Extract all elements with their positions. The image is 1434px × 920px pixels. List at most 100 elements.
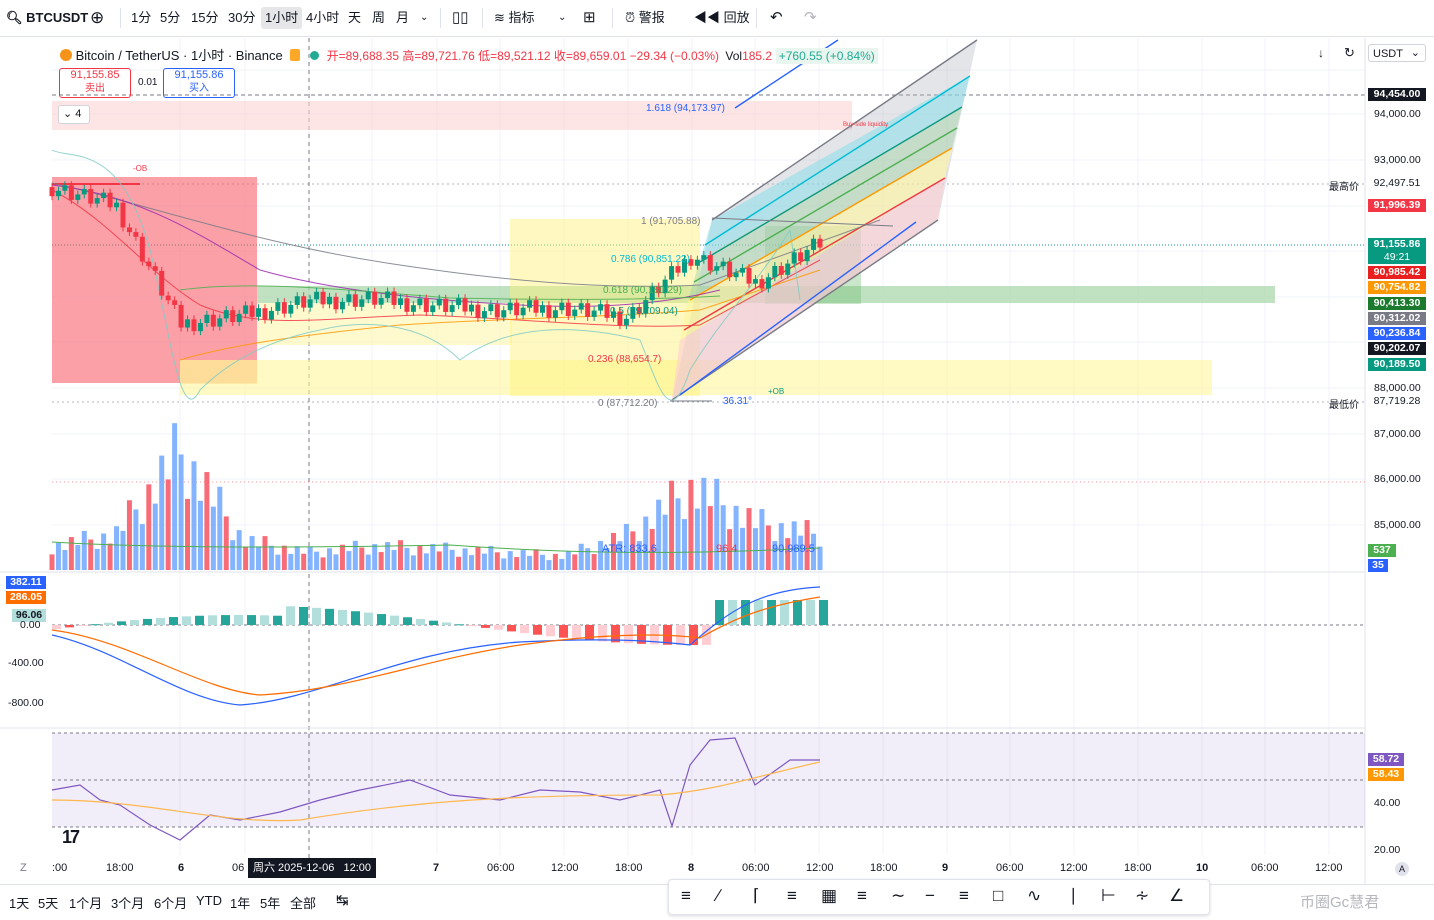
symbol-search[interactable]: 🔍︎ BTCUSDT	[6, 7, 88, 29]
volume-bar	[656, 499, 662, 570]
interval-15m[interactable]: 15分	[191, 10, 219, 25]
range-1d[interactable]: 1天	[9, 896, 30, 911]
pattern-icon[interactable]: ▦	[821, 886, 838, 905]
interval-30m[interactable]: 30分	[228, 10, 256, 25]
line-tool-icon[interactable]: ∕	[717, 886, 720, 905]
undo-icon[interactable]: ↶	[770, 9, 783, 26]
candle	[223, 310, 229, 319]
volume-bar	[75, 545, 81, 570]
measure-icon[interactable]: ∠	[1169, 886, 1185, 905]
indicator-collapse-button[interactable]: ⌄ 4	[58, 105, 90, 124]
status-dot-icon	[310, 51, 319, 60]
zoom-icon[interactable]: Z	[20, 862, 27, 874]
add-symbol-icon[interactable]: ⊕	[90, 8, 105, 27]
range-1m[interactable]: 1个月	[69, 896, 103, 911]
chevron-down-icon[interactable]: ⌄	[420, 12, 429, 23]
histogram-tag: 96.06	[12, 609, 46, 622]
buy-button[interactable]: 91,155.86 买入	[163, 68, 235, 98]
liquidity-zone	[52, 101, 852, 130]
interval-1m[interactable]: 1分	[131, 10, 152, 25]
refresh-icon[interactable]: ↻	[1344, 45, 1355, 60]
parallel-channel-icon[interactable]: ∻	[1135, 886, 1150, 905]
moving-average-line	[179, 269, 821, 361]
replay-button[interactable]: ◀◀ 回放	[694, 7, 750, 29]
range-3m[interactable]: 3个月	[111, 896, 145, 911]
candle	[727, 261, 733, 278]
price-tick: 85,000.00	[1374, 519, 1421, 531]
volume-bar	[352, 540, 358, 570]
volume-bar	[294, 546, 300, 570]
candle	[759, 279, 765, 289]
macd-histogram-bar	[52, 625, 61, 630]
interval-week[interactable]: 周	[372, 10, 386, 25]
legend-high: 高=89,721.76	[402, 49, 475, 63]
range-6m[interactable]: 6个月	[154, 896, 188, 911]
auto-scale-button[interactable]: A	[1395, 862, 1409, 876]
fib-icon[interactable]: ≡	[787, 886, 797, 905]
candles-icon[interactable]: ▯▯	[452, 9, 469, 26]
interval-5m[interactable]: 5分	[160, 10, 181, 25]
range-all[interactable]: 全部	[290, 896, 317, 911]
volume-bar	[62, 549, 68, 570]
candle	[339, 301, 345, 310]
fib-level-label: 0.786 (90,851.23)	[611, 254, 690, 265]
ray-icon[interactable]: ⌈	[753, 886, 760, 905]
path-icon[interactable]: ∿	[1027, 886, 1042, 905]
range-1y[interactable]: 1年	[230, 896, 251, 911]
volume-bar	[694, 508, 700, 570]
interval-1h[interactable]: 1小时	[261, 7, 303, 29]
volume-bar	[468, 555, 474, 570]
alert-button[interactable]: ⏰︎ 警报	[625, 7, 665, 29]
horizontal-ray-icon[interactable]: ⊢	[1101, 886, 1116, 905]
interval-4h[interactable]: 4小时	[306, 10, 340, 25]
layout-grid-icon[interactable]: ⊞	[583, 9, 596, 26]
time-tick: 9	[942, 862, 949, 874]
range-5d[interactable]: 5天	[38, 896, 59, 911]
interval-month[interactable]: 月	[396, 10, 410, 25]
range-ytd[interactable]: YTD	[196, 893, 222, 908]
sell-button[interactable]: 91,155.85 卖出	[59, 68, 131, 98]
download-icon[interactable]: ↓	[1318, 46, 1324, 60]
rsi-line	[51, 737, 820, 841]
price-chart[interactable]: 1.618 (94,173.97) 1 (91,705.88) 0.786 (90,…	[0, 37, 1434, 884]
fib-top-line	[711, 217, 894, 227]
candle	[733, 272, 739, 278]
candle	[462, 298, 468, 312]
candle	[55, 190, 61, 197]
candle	[185, 319, 191, 328]
range-5y[interactable]: 5年	[260, 896, 281, 911]
volume-bar	[475, 547, 481, 570]
volume-bar	[559, 558, 565, 570]
candle	[126, 227, 132, 233]
chevron-down-icon[interactable]: ⌄	[558, 12, 567, 23]
volume-bar	[430, 544, 436, 570]
volume-layer	[49, 423, 823, 570]
interval-day[interactable]: 天	[348, 10, 362, 25]
indicators-button[interactable]: ≋ 指标	[494, 7, 535, 29]
volume-bar	[204, 472, 210, 570]
candle	[507, 302, 513, 311]
date-range-icon[interactable]: ↹	[336, 892, 349, 909]
macd-histogram-bar	[273, 615, 282, 625]
channel-band	[688, 107, 962, 300]
horizontal-line-icon[interactable]: −	[925, 886, 935, 905]
buy-price: 91,155.86	[174, 69, 224, 81]
redo-icon[interactable]: ↷	[804, 9, 817, 26]
macd-histogram-bar	[507, 625, 516, 632]
rectangle-icon[interactable]: □	[993, 886, 1004, 905]
gann-icon[interactable]: ≡	[959, 886, 969, 905]
trend-lines-icon[interactable]: ≡	[681, 886, 691, 905]
time-tick: :00	[52, 862, 68, 874]
pitchfork-icon[interactable]: ∼	[891, 886, 906, 905]
currency-select[interactable]: USDT ⌄	[1368, 44, 1426, 62]
channel-icon[interactable]: ≡	[857, 886, 867, 905]
macd-histogram-bar	[195, 615, 204, 625]
candle	[294, 296, 300, 305]
volume-bar	[301, 553, 307, 570]
macd-histogram-bar	[767, 600, 776, 625]
vertical-line-icon[interactable]: ∣	[1069, 886, 1078, 905]
macd-histogram-bar	[559, 625, 568, 638]
volume-bar	[681, 519, 687, 570]
volume-bar	[604, 548, 610, 570]
rewind-icon: ◀◀	[694, 10, 721, 25]
